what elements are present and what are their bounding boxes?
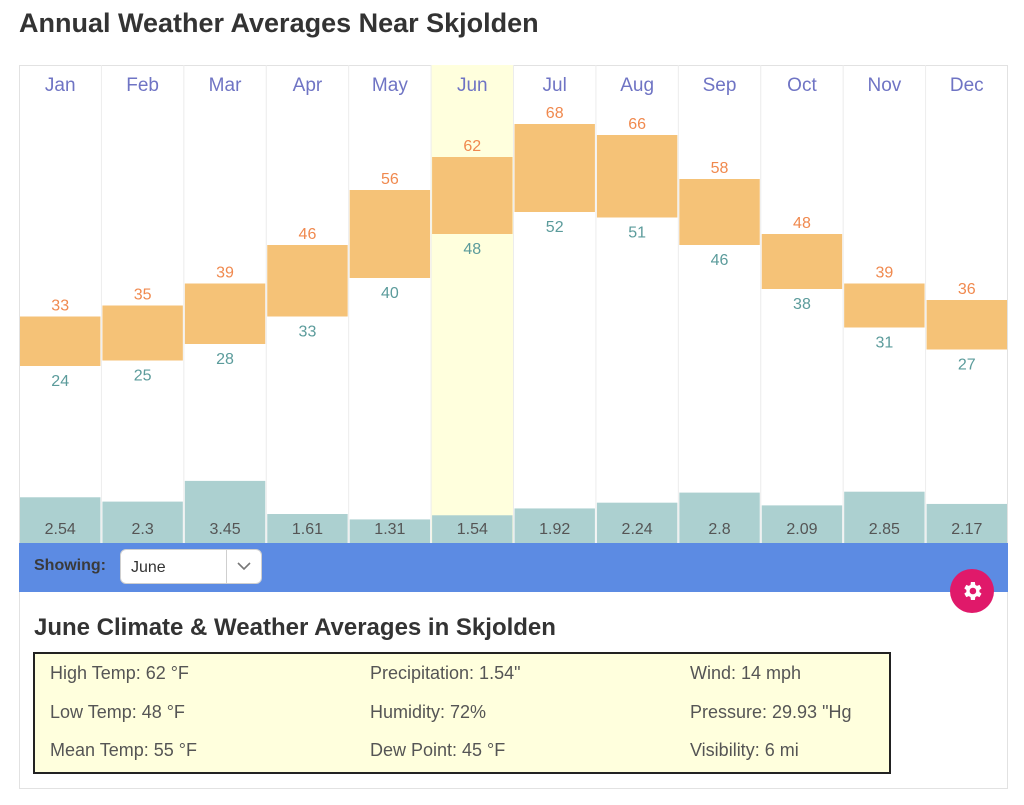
page-title: Annual Weather Averages Near Skjolden	[19, 8, 539, 38]
precip-label: 2.85	[869, 521, 900, 538]
precip-label: 2.54	[45, 521, 76, 538]
precip-label: 1.61	[292, 521, 323, 538]
month-select[interactable]: June	[120, 549, 262, 584]
precip-bar	[432, 515, 513, 543]
precip-bar	[596, 502, 678, 543]
low-temp-label: 25	[134, 368, 152, 385]
month-label-jul[interactable]: Jul	[543, 75, 567, 96]
high-temp-label: 48	[793, 215, 811, 232]
low-temp-label: 28	[216, 351, 234, 368]
precip-bar	[514, 508, 595, 543]
precip-bar	[184, 480, 266, 543]
month-label-dec[interactable]: Dec	[950, 75, 984, 96]
month-label-jun[interactable]: Jun	[457, 75, 488, 96]
stat-mean-temp: Mean Temp: 55 °F	[50, 740, 197, 760]
month-label-aug[interactable]: Aug	[620, 75, 654, 96]
temp-range-bar	[102, 305, 183, 361]
precip-bar	[926, 503, 1007, 543]
gear-icon	[964, 582, 982, 600]
month-label-nov[interactable]: Nov	[867, 75, 901, 96]
showing-label: Showing:	[34, 557, 106, 574]
precip-label: 1.54	[457, 521, 488, 538]
high-temp-label: 39	[875, 265, 893, 282]
month-label-jan[interactable]: Jan	[45, 75, 76, 96]
stat-low-temp: Low Temp: 48 °F	[50, 702, 185, 722]
month-label-feb[interactable]: Feb	[126, 75, 159, 96]
high-temp-label: 68	[546, 105, 564, 122]
low-temp-label: 48	[463, 241, 481, 258]
temp-range-bar	[761, 234, 843, 289]
month-select-value: June	[131, 559, 166, 576]
month-label-oct[interactable]: Oct	[787, 75, 817, 96]
high-temp-label: 36	[958, 281, 976, 298]
chevron-down-icon[interactable]	[226, 550, 261, 583]
precip-bar	[102, 501, 183, 543]
precip-bar	[679, 492, 760, 543]
precip-label: 3.45	[209, 521, 240, 538]
settings-button[interactable]	[950, 569, 994, 613]
temp-range-bar	[20, 316, 101, 366]
low-temp-label: 46	[711, 252, 729, 269]
low-temp-label: 51	[628, 225, 646, 242]
precip-label: 2.24	[622, 521, 653, 538]
temp-range-bar	[184, 283, 266, 344]
high-temp-label: 66	[628, 116, 646, 133]
high-temp-label: 39	[216, 265, 234, 282]
high-temp-label: 46	[299, 226, 317, 243]
low-temp-label: 40	[381, 285, 399, 302]
stat-wind: Wind: 14 mph	[690, 663, 802, 683]
precip-label: 2.17	[951, 521, 982, 538]
low-temp-label: 24	[51, 373, 69, 390]
low-temp-label: 27	[958, 357, 976, 374]
stat-visibility: Visibility: 6 mi	[690, 740, 799, 760]
low-temp-label: 38	[793, 296, 811, 313]
precip-label: 2.8	[708, 521, 730, 538]
stat-pressure: Pressure: 29.93 "Hg	[690, 702, 852, 722]
temp-range-bar	[926, 300, 1007, 350]
precip-label: 1.92	[539, 521, 570, 538]
precip-bar	[761, 505, 843, 543]
stat-precipitation: Precipitation: 1.54"	[370, 663, 521, 683]
high-temp-label: 58	[711, 160, 729, 177]
high-temp-label: 56	[381, 171, 399, 188]
precip-label: 2.09	[786, 521, 817, 538]
temp-range-bar	[679, 179, 760, 245]
stat-humidity: Humidity: 72%	[370, 702, 487, 722]
stat-dew-point: Dew Point: 45 °F	[370, 740, 506, 760]
month-label-mar[interactable]: Mar	[209, 75, 242, 96]
weather-chart: Jan 33 24 2.54 Feb 35 25 2.3 Mar 39 28 3.45 Apr 46 33 1…	[20, 65, 1007, 543]
precip-bar	[20, 497, 101, 543]
temp-range-bar	[514, 124, 595, 212]
month-details-box: High Temp: 62 °F Precipitation: 1.54" Wi…	[33, 652, 891, 774]
month-details-title: June Climate & Weather Averages in Skjol…	[34, 614, 556, 641]
precip-label: 1.31	[374, 521, 405, 538]
high-temp-label: 33	[51, 298, 69, 315]
month-label-apr[interactable]: Apr	[293, 75, 323, 96]
temp-range-bar	[844, 283, 925, 328]
stat-high-temp: High Temp: 62 °F	[50, 663, 189, 683]
highlight-column	[431, 65, 514, 543]
month-toolbar: Showing: June	[19, 543, 1008, 592]
high-temp-label: 62	[463, 138, 481, 155]
month-label-may[interactable]: May	[372, 75, 408, 96]
precip-bar	[349, 519, 431, 543]
precip-label: 2.3	[132, 521, 154, 538]
high-temp-label: 35	[134, 287, 152, 304]
precip-bar	[267, 514, 348, 543]
temp-range-bar	[349, 190, 431, 278]
low-temp-label: 31	[875, 335, 893, 352]
month-label-sep[interactable]: Sep	[703, 75, 737, 96]
temp-range-bar	[596, 135, 678, 218]
temp-range-bar	[432, 157, 513, 234]
temp-range-bar	[267, 245, 348, 317]
precip-bar	[844, 491, 925, 543]
low-temp-label: 33	[299, 324, 317, 341]
low-temp-label: 52	[546, 219, 564, 236]
